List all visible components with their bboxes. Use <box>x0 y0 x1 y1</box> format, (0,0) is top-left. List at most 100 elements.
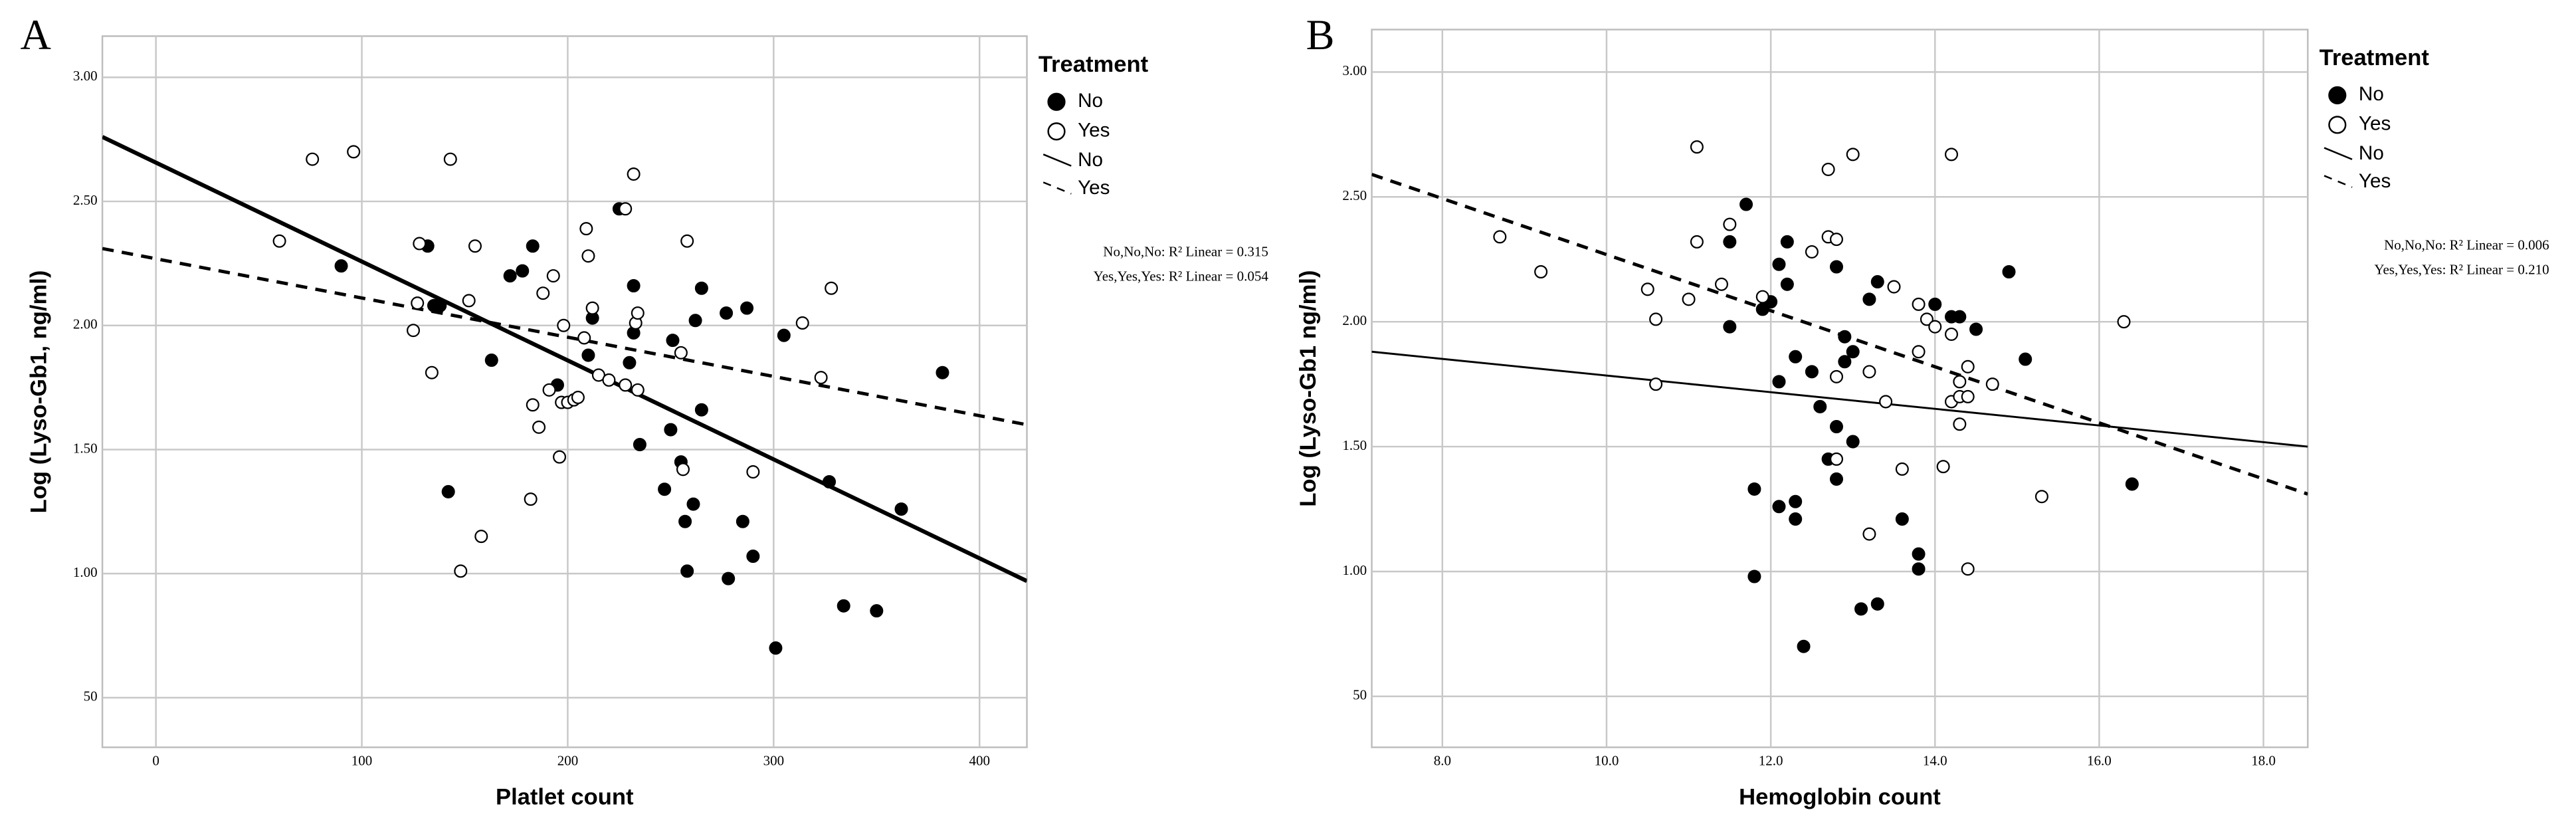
point <box>433 298 447 312</box>
x-tick-label: 8.0 <box>1434 753 1451 769</box>
point <box>581 348 595 362</box>
legend-label: No <box>2359 142 2384 164</box>
point <box>1928 320 1942 334</box>
point <box>468 239 482 253</box>
point <box>577 331 591 345</box>
x-tick-label: 12.0 <box>1759 753 1783 769</box>
legend-label: Yes <box>2359 170 2391 192</box>
y-tick-label: 1.00 <box>73 564 98 580</box>
point <box>443 152 457 166</box>
point <box>411 296 425 310</box>
point <box>1961 562 1975 576</box>
legend-line <box>1042 154 1072 167</box>
point <box>546 269 560 283</box>
point <box>1829 260 1843 274</box>
point <box>462 294 476 308</box>
point <box>474 530 488 544</box>
point <box>658 482 672 496</box>
point <box>1961 389 1975 403</box>
point <box>814 371 828 385</box>
point <box>1829 233 1843 247</box>
point <box>633 437 646 451</box>
point <box>1780 235 1794 249</box>
point <box>664 423 678 437</box>
x-tick-label: 10.0 <box>1595 753 1619 769</box>
point <box>627 279 641 293</box>
y-tick-label: 2.00 <box>73 316 98 332</box>
point <box>623 356 637 369</box>
point <box>1829 420 1843 434</box>
fit-line <box>1371 350 2308 448</box>
point <box>1690 140 1704 154</box>
legend-line <box>2324 175 2353 188</box>
point <box>1813 399 1827 413</box>
point <box>516 264 530 278</box>
point <box>746 550 760 564</box>
point <box>1747 570 1761 583</box>
legend-label: No <box>1078 149 1103 171</box>
point <box>1895 462 1909 476</box>
point <box>441 484 455 498</box>
y-tick-label: 50 <box>1353 687 1367 703</box>
point <box>746 465 760 479</box>
legend-label: Yes <box>2359 113 2391 135</box>
x-tick-label: 200 <box>557 753 579 769</box>
point <box>1797 639 1811 653</box>
y-tick-label: 1.00 <box>1342 562 1367 578</box>
point <box>1846 345 1860 359</box>
point <box>837 599 850 613</box>
point <box>936 366 949 379</box>
point <box>1854 602 1868 616</box>
point <box>503 269 517 283</box>
legend-line <box>2324 147 2353 160</box>
point <box>1780 277 1794 291</box>
annotation: Yes,Yes,Yes: R² Linear = 0.210 <box>2374 262 2549 278</box>
point <box>413 237 427 251</box>
point <box>1805 245 1819 259</box>
point <box>306 152 320 166</box>
x-tick-label: 16.0 <box>2087 753 2112 769</box>
point <box>666 334 680 348</box>
y-tick-label: 50 <box>84 688 98 704</box>
point <box>740 301 754 315</box>
point <box>2034 490 2048 504</box>
point <box>1493 230 1507 244</box>
point <box>1640 282 1654 296</box>
point <box>674 346 688 360</box>
point <box>1862 365 1876 379</box>
point <box>585 301 599 315</box>
point <box>1805 365 1819 379</box>
point <box>407 324 421 338</box>
point <box>1985 377 1999 391</box>
legend-marker <box>2328 86 2347 104</box>
y-axis-label: Log (Lyso-Gb1, ng/ml) <box>26 270 51 514</box>
point <box>1649 377 1663 391</box>
point <box>571 391 585 405</box>
point <box>1944 327 1959 341</box>
point <box>1690 235 1704 249</box>
point <box>1789 350 1803 364</box>
point <box>526 239 540 253</box>
point <box>619 378 633 392</box>
point <box>627 167 641 181</box>
point <box>722 572 736 585</box>
point <box>2002 265 2016 279</box>
point <box>1862 292 1876 306</box>
y-tick-label: 2.50 <box>1342 187 1367 203</box>
point <box>1534 265 1548 279</box>
point <box>1821 162 1835 176</box>
point <box>1846 148 1860 161</box>
legend-line <box>1042 181 1072 195</box>
y-tick-label: 1.50 <box>73 440 98 456</box>
point <box>1829 452 1843 466</box>
legend-marker <box>1047 92 1066 111</box>
point <box>1829 472 1843 486</box>
legend-label: No <box>1078 90 1103 112</box>
point <box>602 373 616 387</box>
y-tick-label: 2.50 <box>73 192 98 208</box>
point <box>680 564 694 578</box>
point <box>894 502 908 516</box>
point <box>1747 482 1761 496</box>
point <box>1969 322 1983 336</box>
point <box>1739 197 1753 211</box>
